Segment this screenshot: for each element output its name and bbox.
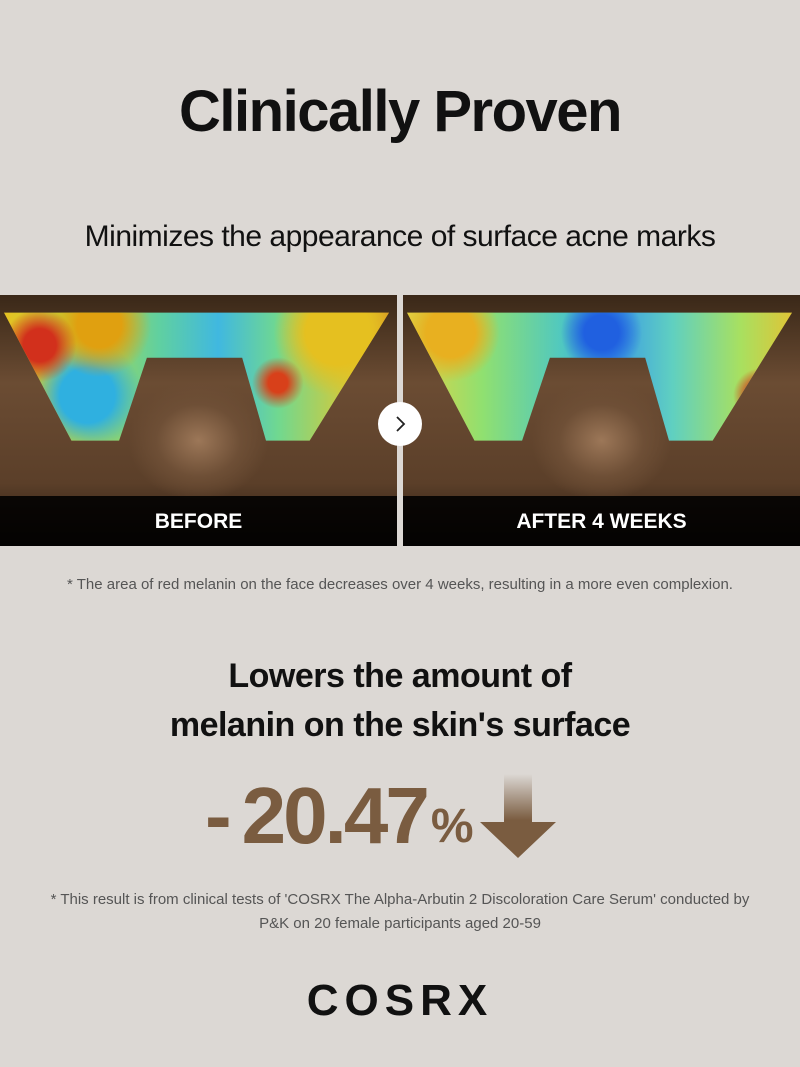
chevron-right-icon — [378, 402, 422, 446]
before-image: BEFORE — [0, 295, 397, 546]
after-image: AFTER 4 WEEKS — [403, 295, 800, 546]
stat-number: 20.47 — [241, 771, 430, 860]
stat-unit: % — [430, 800, 474, 853]
stat-sign: - — [205, 771, 232, 860]
headline-line2: melanin on the skin's surface — [169, 706, 631, 744]
after-label: AFTER 4 WEEKS — [403, 496, 800, 546]
headline: Lowers the amount of melanin on the skin… — [0, 652, 800, 750]
brand-logo: COSRX — [306, 976, 494, 1025]
footnote-line1: * This result is from clinical tests of … — [50, 891, 750, 908]
footnote-clinical: * This result is from clinical tests of … — [0, 888, 800, 936]
headline-line1: Lowers the amount of — [228, 657, 572, 695]
before-label: BEFORE — [0, 496, 397, 546]
arrow-down-icon — [479, 774, 556, 858]
footnote-melanin: * The area of red melanin on the face de… — [67, 576, 733, 593]
footnote-line2: P&K on 20 female participants aged 20-59 — [259, 915, 541, 932]
stat-value: - 20.47 % — [205, 766, 556, 860]
page-title: Clinically Proven — [179, 79, 622, 144]
subtitle: Minimizes the appearance of surface acne… — [84, 220, 716, 253]
